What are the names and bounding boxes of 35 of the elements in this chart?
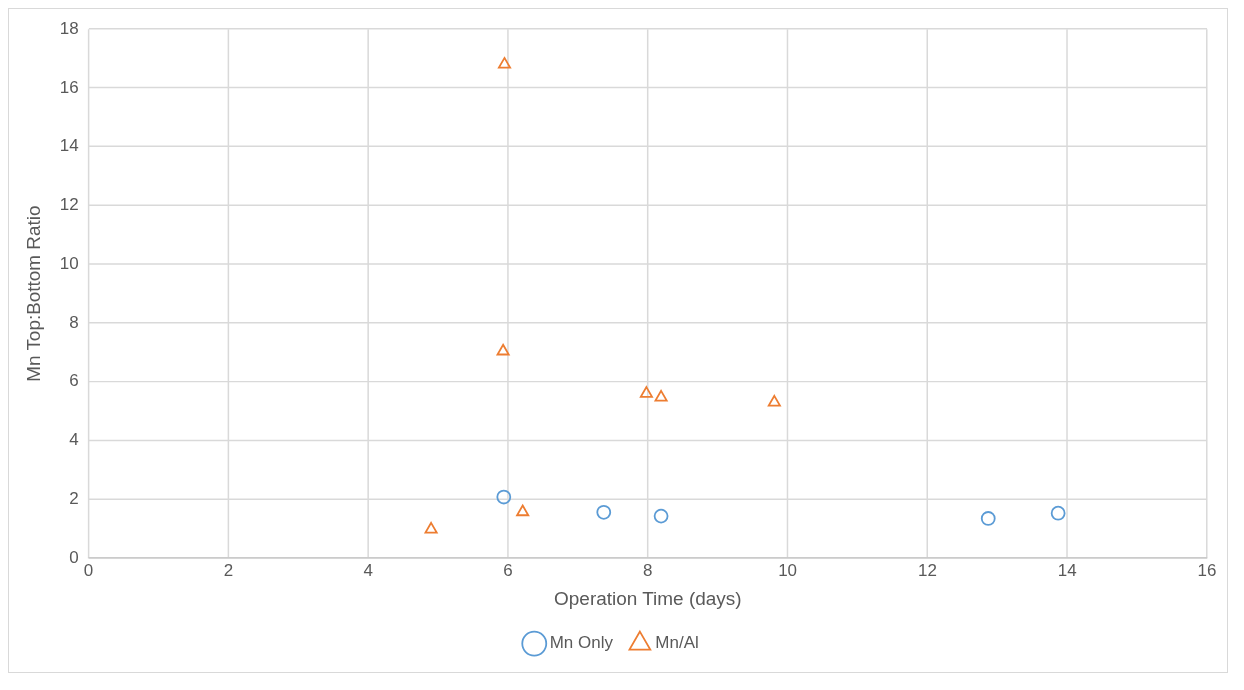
x-tick-label: 0 <box>83 560 94 580</box>
y-axis-title: Mn Top:Bottom Ratio <box>22 205 44 382</box>
point <box>653 508 669 524</box>
point <box>496 343 510 356</box>
point <box>980 511 996 526</box>
y-tick-label: 18 <box>59 18 79 38</box>
y-tick-label: 8 <box>69 312 79 332</box>
x-tick-label: 2 <box>223 560 234 580</box>
point <box>639 386 653 398</box>
x-tick-label: 12 <box>917 560 937 580</box>
y-tick-label: 2 <box>69 489 79 509</box>
legend-label: Mn/Al <box>655 633 699 653</box>
point <box>424 521 438 534</box>
y-tick-label: 10 <box>59 253 79 273</box>
x-tick-label: 10 <box>778 560 798 580</box>
y-tick-label: 16 <box>59 77 79 97</box>
y-tick-label: 4 <box>69 430 79 450</box>
x-tick-label: 6 <box>503 560 513 580</box>
point <box>516 504 530 517</box>
x-tick-label: 4 <box>363 560 373 580</box>
y-tick-label: 12 <box>59 195 79 215</box>
point <box>496 489 512 505</box>
x-tick-label: 14 <box>1057 560 1077 580</box>
legend-label: Mn Only <box>549 633 614 653</box>
y-tick-label: 0 <box>69 547 79 567</box>
point <box>654 390 668 402</box>
y-tick-label: 14 <box>59 136 79 156</box>
x-tick-label: 8 <box>643 560 653 580</box>
point <box>767 395 781 407</box>
x-axis-title: Operation Time (days) <box>554 588 742 610</box>
point <box>596 504 612 520</box>
point <box>497 57 512 69</box>
x-tick-label: 16 <box>1197 560 1217 580</box>
point <box>1050 505 1066 521</box>
y-tick-label: 6 <box>69 371 79 391</box>
